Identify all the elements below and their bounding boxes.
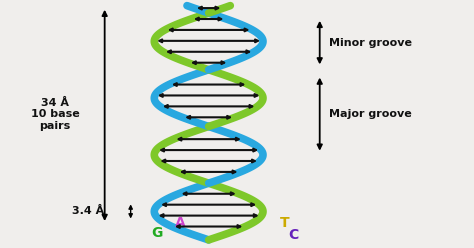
Text: T: T bbox=[280, 216, 289, 230]
Text: 34 Å
10 base
pairs: 34 Å 10 base pairs bbox=[31, 97, 80, 131]
Text: Major groove: Major groove bbox=[329, 109, 412, 119]
Text: A: A bbox=[175, 216, 186, 230]
Text: C: C bbox=[289, 228, 299, 242]
Text: Minor groove: Minor groove bbox=[329, 38, 412, 48]
Text: G: G bbox=[151, 225, 162, 240]
Text: 3.4 Å: 3.4 Å bbox=[72, 206, 104, 217]
